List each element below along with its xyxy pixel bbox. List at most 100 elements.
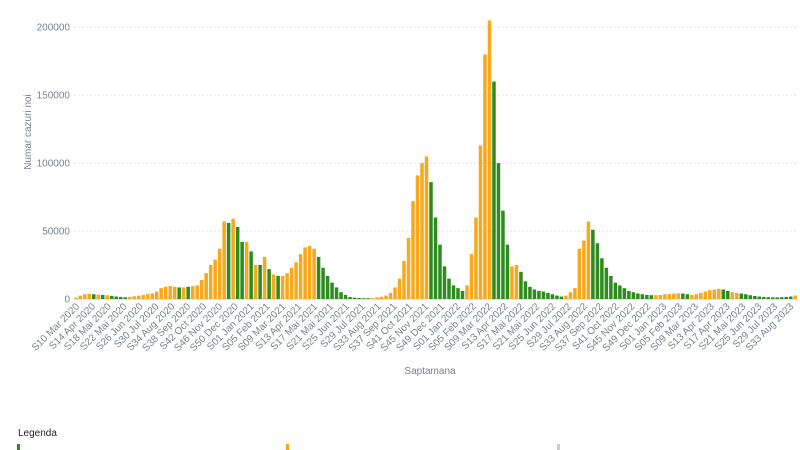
bar[interactable]: [730, 292, 735, 299]
bar[interactable]: [74, 297, 78, 299]
bar[interactable]: [168, 286, 172, 299]
bar[interactable]: [766, 297, 771, 299]
bar[interactable]: [366, 298, 370, 299]
bar[interactable]: [370, 298, 375, 299]
bar[interactable]: [123, 297, 127, 299]
bar[interactable]: [775, 297, 780, 299]
bar[interactable]: [451, 285, 456, 299]
bar[interactable]: [82, 294, 87, 299]
bar[interactable]: [181, 287, 186, 299]
bar[interactable]: [276, 275, 280, 299]
legend-swatch-gray[interactable]: [557, 444, 560, 450]
bar[interactable]: [442, 266, 447, 299]
bar[interactable]: [411, 201, 415, 299]
bar[interactable]: [613, 282, 618, 299]
bar[interactable]: [618, 285, 622, 299]
bar[interactable]: [708, 290, 712, 299]
bar[interactable]: [496, 163, 501, 299]
bar[interactable]: [136, 295, 141, 299]
bar[interactable]: [658, 294, 663, 299]
bar[interactable]: [235, 226, 240, 299]
bar[interactable]: [573, 288, 577, 299]
bar[interactable]: [199, 279, 204, 299]
bar[interactable]: [748, 295, 753, 299]
bar[interactable]: [474, 217, 478, 299]
bar[interactable]: [249, 251, 253, 299]
bar[interactable]: [555, 295, 559, 299]
bar[interactable]: [307, 246, 312, 299]
bar[interactable]: [465, 285, 469, 299]
bar[interactable]: [114, 296, 118, 299]
bar[interactable]: [501, 210, 505, 299]
bar[interactable]: [204, 273, 208, 299]
bar[interactable]: [604, 267, 609, 299]
bar[interactable]: [537, 290, 541, 299]
bar[interactable]: [609, 275, 613, 299]
bar[interactable]: [159, 288, 163, 299]
bar[interactable]: [217, 248, 222, 299]
bar[interactable]: [154, 291, 159, 299]
bar[interactable]: [600, 258, 604, 299]
bar[interactable]: [375, 297, 379, 299]
bar[interactable]: [127, 296, 132, 299]
bar[interactable]: [550, 294, 555, 299]
bar[interactable]: [285, 273, 289, 299]
bar[interactable]: [294, 262, 298, 299]
bar[interactable]: [456, 288, 460, 299]
bar[interactable]: [564, 295, 568, 299]
bar[interactable]: [726, 290, 730, 299]
bar[interactable]: [343, 294, 348, 299]
bar[interactable]: [334, 287, 339, 299]
bar[interactable]: [339, 292, 343, 299]
bar[interactable]: [505, 244, 510, 299]
bar[interactable]: [177, 287, 181, 299]
bar[interactable]: [739, 293, 744, 299]
bar[interactable]: [541, 291, 546, 299]
bar[interactable]: [528, 286, 532, 299]
bar[interactable]: [379, 296, 384, 299]
bar[interactable]: [753, 296, 757, 299]
bar[interactable]: [208, 265, 213, 299]
bar[interactable]: [559, 296, 564, 299]
bar[interactable]: [145, 294, 150, 299]
bar[interactable]: [190, 286, 195, 299]
bar[interactable]: [793, 295, 798, 299]
bar[interactable]: [186, 286, 190, 299]
bar[interactable]: [415, 175, 420, 299]
bar[interactable]: [222, 221, 226, 299]
bar[interactable]: [789, 296, 793, 299]
bar[interactable]: [636, 293, 640, 299]
bar[interactable]: [240, 241, 244, 299]
bar[interactable]: [735, 292, 739, 299]
bar[interactable]: [361, 298, 366, 299]
bar[interactable]: [357, 298, 361, 299]
bar[interactable]: [645, 294, 649, 299]
bar[interactable]: [487, 20, 492, 299]
bar[interactable]: [771, 297, 775, 299]
bar[interactable]: [582, 240, 586, 299]
bar[interactable]: [402, 260, 406, 299]
bar[interactable]: [280, 275, 285, 299]
bar[interactable]: [262, 256, 267, 299]
bar[interactable]: [519, 271, 523, 299]
bar[interactable]: [424, 156, 429, 299]
bar[interactable]: [478, 145, 483, 299]
bar[interactable]: [690, 294, 694, 299]
bar[interactable]: [420, 163, 424, 299]
bar[interactable]: [510, 266, 514, 299]
bar[interactable]: [258, 265, 262, 299]
bar[interactable]: [447, 278, 451, 299]
bar[interactable]: [469, 254, 474, 299]
bar[interactable]: [694, 294, 699, 299]
bar[interactable]: [388, 292, 393, 299]
bar[interactable]: [150, 293, 154, 299]
bar[interactable]: [546, 292, 550, 299]
bar[interactable]: [595, 243, 600, 299]
bar[interactable]: [654, 295, 658, 299]
bar[interactable]: [433, 217, 438, 299]
bar[interactable]: [105, 295, 109, 299]
bar[interactable]: [492, 81, 496, 299]
bar[interactable]: [96, 294, 100, 299]
bar[interactable]: [330, 282, 334, 299]
bar[interactable]: [87, 293, 91, 299]
